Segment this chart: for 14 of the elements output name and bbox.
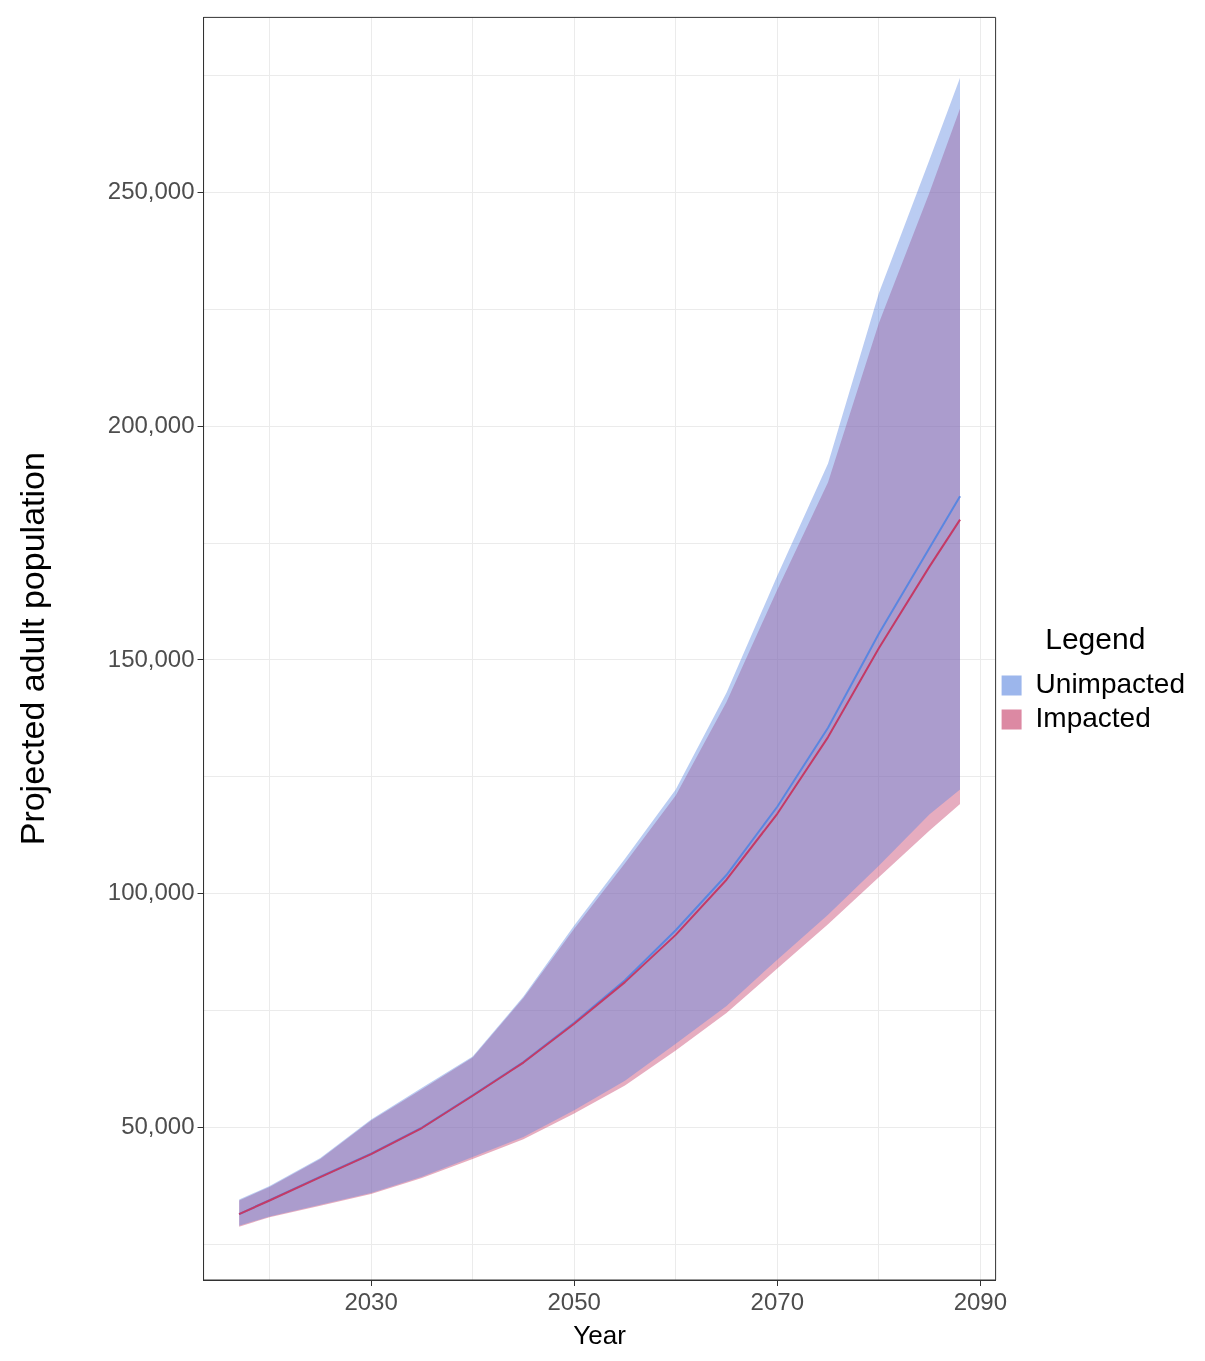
x-tick-label: 2030 xyxy=(344,1288,398,1316)
legend-title: Legend xyxy=(1045,621,1146,655)
y-tick-label: 100,000 xyxy=(107,878,195,906)
legend-label: Unimpacted xyxy=(1035,668,1185,700)
x-tick-label: 2050 xyxy=(547,1288,601,1316)
x-tick-label: 2070 xyxy=(750,1288,804,1316)
y-tick-label: 200,000 xyxy=(107,410,195,438)
legend-label: Impacted xyxy=(1035,702,1151,734)
y-tick-label: 250,000 xyxy=(107,176,195,204)
x-tick-label: 2090 xyxy=(953,1288,1008,1316)
y-tick-label: 50,000 xyxy=(121,1112,195,1140)
x-axis-title: Year xyxy=(573,1319,627,1350)
y-axis-title: Projected adult population xyxy=(12,452,51,846)
y-tick-label: 150,000 xyxy=(107,644,195,672)
